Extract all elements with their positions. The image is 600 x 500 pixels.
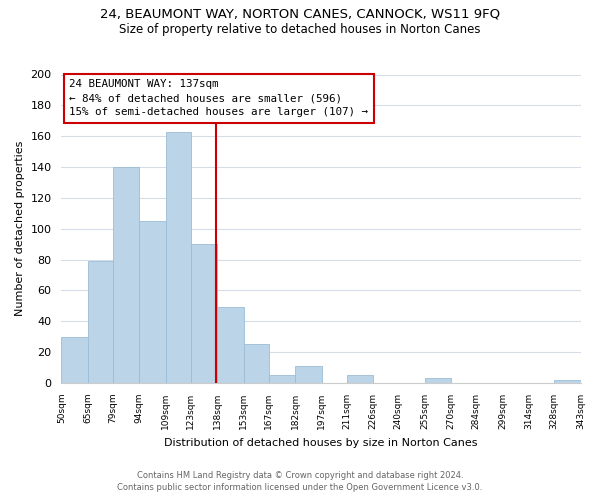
Bar	[139, 221, 166, 383]
Bar	[113, 167, 139, 383]
Bar	[88, 261, 113, 383]
Bar	[191, 244, 217, 383]
Bar	[295, 366, 322, 383]
Bar	[61, 337, 88, 383]
Bar	[166, 132, 191, 383]
Text: Contains HM Land Registry data © Crown copyright and database right 2024.
Contai: Contains HM Land Registry data © Crown c…	[118, 471, 482, 492]
Text: 24, BEAUMONT WAY, NORTON CANES, CANNOCK, WS11 9FQ: 24, BEAUMONT WAY, NORTON CANES, CANNOCK,…	[100, 8, 500, 20]
Bar	[554, 380, 581, 383]
Bar	[425, 378, 451, 383]
Bar	[269, 376, 295, 383]
Text: 24 BEAUMONT WAY: 137sqm
← 84% of detached houses are smaller (596)
15% of semi-d: 24 BEAUMONT WAY: 137sqm ← 84% of detache…	[69, 79, 368, 117]
Text: Size of property relative to detached houses in Norton Canes: Size of property relative to detached ho…	[119, 22, 481, 36]
X-axis label: Distribution of detached houses by size in Norton Canes: Distribution of detached houses by size …	[164, 438, 478, 448]
Bar	[217, 308, 244, 383]
Y-axis label: Number of detached properties: Number of detached properties	[15, 141, 25, 316]
Bar	[244, 344, 269, 383]
Bar	[347, 376, 373, 383]
